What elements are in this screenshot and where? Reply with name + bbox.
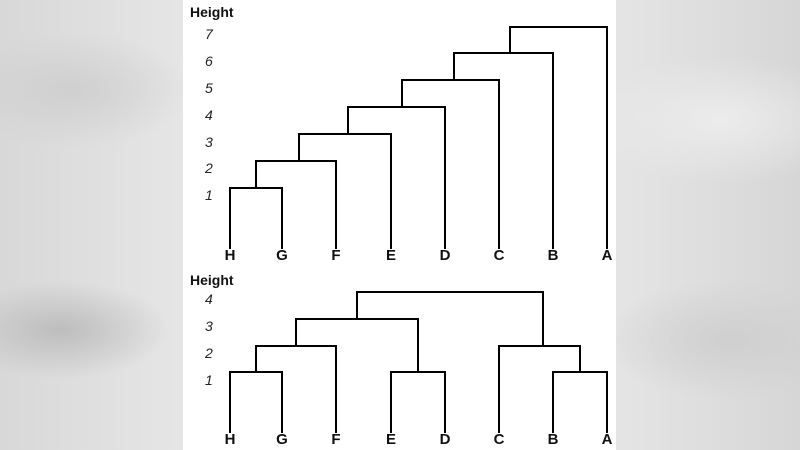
bottom-merge-c-ba xyxy=(498,345,581,433)
bottom-leaf-c: C xyxy=(494,431,505,448)
bottom-leaf-h: H xyxy=(225,431,236,448)
top-leaf-f: F xyxy=(331,247,340,264)
top-tick-1: 1 xyxy=(205,187,213,203)
top-tick-7: 7 xyxy=(205,26,214,42)
bottom-tick-3: 3 xyxy=(205,318,213,334)
dendrogram-figure: Height 7 6 5 4 3 2 1 H G F E xyxy=(190,4,613,448)
bottom-merge-root xyxy=(356,291,544,347)
bottom-merge-h-g xyxy=(229,371,283,433)
top-leaf-h: H xyxy=(225,247,236,264)
top-height-axis-label: Height xyxy=(190,4,234,20)
bottom-leaf-a: A xyxy=(602,431,613,448)
top-merge-hgfedc-b xyxy=(453,52,554,249)
dendrogram-bottom: Height 4 3 2 1 H G F E D C B xyxy=(190,272,613,448)
top-tick-6: 6 xyxy=(205,53,213,69)
bottom-tick-1: 1 xyxy=(205,372,213,388)
top-merge-hgfed-c xyxy=(401,79,500,249)
dendrogram-panel: Height 7 6 5 4 3 2 1 H G F E xyxy=(183,0,616,450)
top-tick-3: 3 xyxy=(205,134,213,150)
top-leaf-c: C xyxy=(494,247,505,264)
bottom-leaf-e: E xyxy=(386,431,396,448)
bottom-leaf-b: B xyxy=(548,431,559,448)
top-leaf-g: G xyxy=(276,247,288,264)
bottom-tick-4: 4 xyxy=(205,291,213,307)
bottom-leaf-d: D xyxy=(440,431,451,448)
bottom-height-axis-label: Height xyxy=(190,272,234,288)
top-leaf-d: D xyxy=(440,247,451,264)
bottom-leaf-g: G xyxy=(276,431,288,448)
top-tick-2: 2 xyxy=(204,160,213,176)
bottom-merge-hg-f xyxy=(255,345,337,433)
top-merge-hg-f xyxy=(255,160,337,249)
top-tick-5: 5 xyxy=(205,80,213,96)
bottom-merge-e-d xyxy=(390,371,446,433)
top-leaf-b: B xyxy=(548,247,559,264)
top-merge-hgf-e xyxy=(298,133,392,249)
top-leaf-e: E xyxy=(386,247,396,264)
bottom-tick-2: 2 xyxy=(204,345,213,361)
top-merge-root-a xyxy=(509,26,608,249)
bottom-leaf-f: F xyxy=(331,431,340,448)
top-merge-hgfe-d xyxy=(347,106,446,249)
top-merge-h-g xyxy=(229,187,283,249)
top-tick-4: 4 xyxy=(205,107,213,123)
bottom-merge-b-a xyxy=(552,371,608,433)
top-leaf-a: A xyxy=(602,247,613,264)
dendrogram-top: Height 7 6 5 4 3 2 1 H G F E xyxy=(190,4,613,264)
